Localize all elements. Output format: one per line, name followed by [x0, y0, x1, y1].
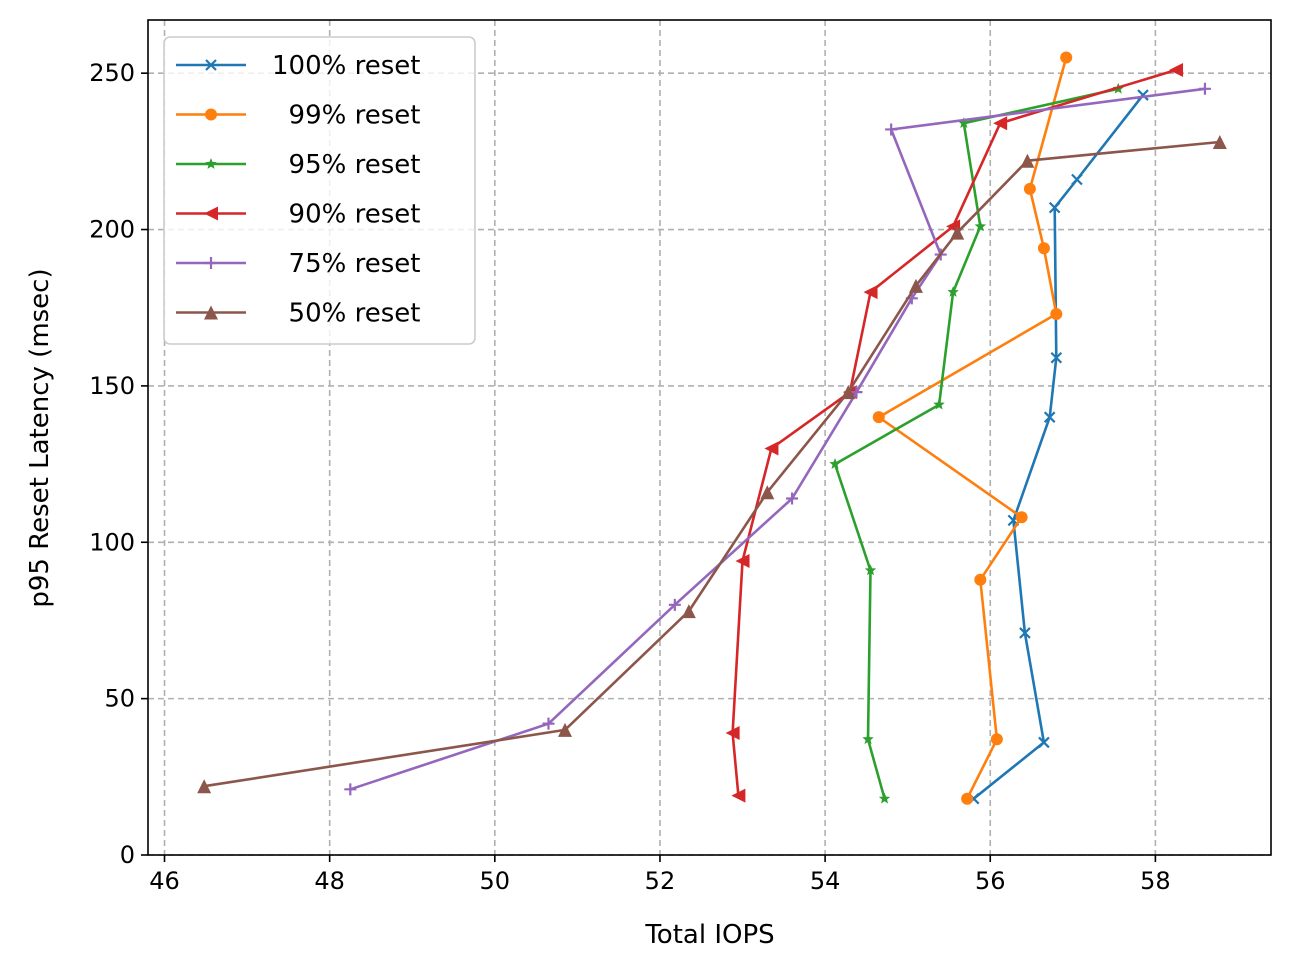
data-point — [725, 726, 740, 741]
x-tick-label: 46 — [149, 867, 180, 895]
data-point — [862, 733, 874, 745]
legend-marker — [205, 257, 217, 269]
data-point — [864, 564, 877, 576]
data-point — [1071, 173, 1083, 186]
data-point — [197, 779, 212, 794]
data-point — [1043, 411, 1056, 423]
data-point — [850, 386, 863, 399]
data-point — [993, 116, 1008, 131]
data-point — [668, 598, 681, 611]
legend-entry: 95% reset — [176, 150, 420, 180]
data-point — [878, 792, 891, 804]
y-axis-label: p95 Reset Latency (msec) — [25, 268, 55, 607]
legend-marker — [205, 108, 217, 121]
x-tick-label: 48 — [314, 867, 345, 895]
legend-label: 50% reset — [272, 299, 420, 329]
legend: 100% reset 99% reset 95% reset 90% reset… — [163, 36, 476, 345]
series-0 — [967, 89, 1149, 805]
data-point — [974, 220, 987, 232]
y-tick-label: 100 — [89, 528, 135, 556]
data-point — [974, 573, 987, 586]
x-tick-label: 50 — [480, 867, 511, 895]
legend-entry: 100% reset — [176, 51, 420, 81]
data-point — [1023, 182, 1036, 195]
data-point — [1019, 627, 1031, 639]
data-point — [542, 717, 555, 730]
series-layer — [197, 51, 1227, 805]
data-point — [950, 225, 965, 240]
legend-entry: 90% reset — [176, 200, 420, 230]
data-point — [344, 783, 357, 796]
legend-entry: 99% reset — [176, 101, 420, 131]
data-point — [1037, 242, 1050, 255]
x-tick-label: 52 — [645, 867, 676, 895]
data-point — [933, 398, 945, 410]
data-point — [760, 485, 775, 500]
legend-marker — [205, 158, 217, 169]
data-point — [1050, 351, 1063, 364]
series-1 — [872, 51, 1073, 805]
data-point — [1198, 82, 1211, 95]
data-point — [1015, 511, 1028, 524]
x-tick-label: 56 — [975, 867, 1006, 895]
legend-label: 99% reset — [272, 101, 420, 131]
y-tick-label: 0 — [120, 841, 135, 869]
y-tick-label: 150 — [89, 372, 135, 400]
data-point — [958, 117, 970, 129]
y-tick-label: 50 — [104, 685, 135, 713]
data-point — [841, 385, 856, 400]
data-point — [731, 788, 746, 803]
y-tick-label: 200 — [89, 216, 135, 244]
x-tick-label: 54 — [810, 867, 841, 895]
data-point — [764, 441, 779, 456]
data-point — [681, 604, 696, 619]
data-point — [885, 123, 898, 136]
data-point — [990, 733, 1003, 746]
data-point — [1020, 153, 1035, 168]
data-point — [1050, 307, 1063, 320]
plot-frame — [147, 19, 1272, 856]
legend-label: 90% reset — [272, 200, 420, 230]
data-point — [786, 492, 799, 505]
data-point — [961, 792, 974, 805]
series-5 — [197, 134, 1227, 794]
legend-entry: 50% reset — [176, 299, 420, 329]
data-point — [829, 458, 841, 469]
data-point — [735, 554, 750, 569]
data-point — [908, 278, 923, 293]
legend-marker — [204, 206, 218, 221]
data-point — [1038, 736, 1050, 749]
data-point — [1048, 201, 1061, 214]
y-tick-label: 250 — [89, 59, 135, 87]
legend-label: 100% reset — [272, 51, 420, 81]
data-point — [1060, 51, 1073, 64]
data-point — [1169, 63, 1184, 78]
data-point — [947, 286, 959, 297]
data-point — [557, 722, 572, 737]
legend-marker — [205, 59, 217, 71]
legend-label: 95% reset — [272, 150, 420, 180]
series-4 — [344, 82, 1211, 796]
legend-label: 75% reset — [272, 249, 420, 279]
axis-ticks: 46 48 50 52 54 56 58 0 50 100 150 200 250 — [89, 59, 1170, 895]
data-point — [863, 285, 878, 300]
x-tick-label: 58 — [1140, 867, 1171, 895]
x-axis-label: Total IOPS — [644, 920, 774, 950]
legend-marker — [204, 305, 218, 320]
data-point — [1212, 134, 1227, 149]
legend-entry: 75% reset — [176, 249, 420, 279]
data-point — [872, 411, 885, 424]
